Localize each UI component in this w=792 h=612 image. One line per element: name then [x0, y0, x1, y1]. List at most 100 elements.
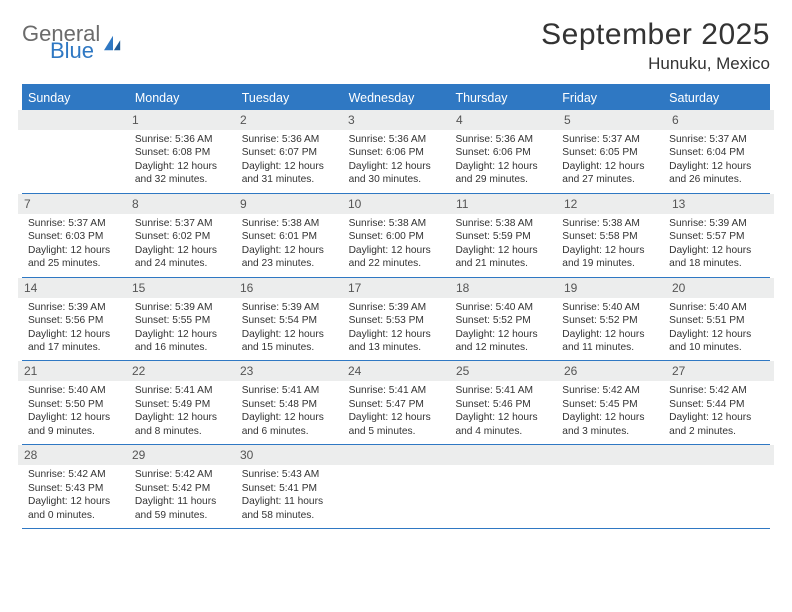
calendar-cell: Sunrise: 5:40 AMSunset: 5:52 PMDaylight:… [449, 301, 556, 361]
day-number-band: 78910111213 [18, 194, 774, 214]
day-detail-line: Sunrise: 5:37 AM [562, 133, 657, 146]
day-number: 3 [342, 110, 450, 130]
day-detail-line: Daylight: 12 hours and 10 minutes. [669, 328, 764, 355]
calendar-cell: Sunrise: 5:39 AMSunset: 5:54 PMDaylight:… [236, 301, 343, 361]
calendar-cell: Sunrise: 5:36 AMSunset: 6:08 PMDaylight:… [129, 133, 236, 193]
day-detail-line: Daylight: 12 hours and 3 minutes. [562, 411, 657, 438]
day-detail-line: Daylight: 12 hours and 32 minutes. [135, 160, 230, 187]
day-details: Sunrise: 5:41 AMSunset: 5:47 PMDaylight:… [347, 384, 446, 438]
day-number: 30 [234, 445, 342, 465]
day-number-band: 123456 [18, 110, 774, 130]
day-detail-line: Daylight: 12 hours and 17 minutes. [28, 328, 123, 355]
day-detail-line: Sunrise: 5:40 AM [669, 301, 764, 314]
day-details: Sunrise: 5:42 AMSunset: 5:43 PMDaylight:… [26, 468, 125, 522]
day-number: 27 [666, 361, 774, 381]
calendar-cell: Sunrise: 5:36 AMSunset: 6:06 PMDaylight:… [343, 133, 450, 193]
day-number: 10 [342, 194, 450, 214]
day-detail-line: Sunset: 5:46 PM [455, 398, 550, 411]
day-detail-line: Sunset: 6:01 PM [242, 230, 337, 243]
day-number: 14 [18, 278, 126, 298]
day-detail-line: Sunset: 6:00 PM [349, 230, 444, 243]
location: Hunuku, Mexico [541, 54, 770, 74]
day-detail-line: Sunrise: 5:38 AM [455, 217, 550, 230]
day-detail-line: Sunset: 5:59 PM [455, 230, 550, 243]
day-details: Sunrise: 5:40 AMSunset: 5:51 PMDaylight:… [667, 301, 766, 355]
day-number-band: 21222324252627 [18, 361, 774, 381]
day-details: Sunrise: 5:36 AMSunset: 6:06 PMDaylight:… [453, 133, 552, 187]
title-block: September 2025 Hunuku, Mexico [541, 18, 770, 74]
day-details: Sunrise: 5:41 AMSunset: 5:49 PMDaylight:… [133, 384, 232, 438]
logo: General Blue [22, 24, 124, 62]
day-detail-line: Sunset: 5:49 PM [135, 398, 230, 411]
calendar-cell: Sunrise: 5:42 AMSunset: 5:42 PMDaylight:… [129, 468, 236, 528]
day-detail-line: Daylight: 12 hours and 19 minutes. [562, 244, 657, 271]
day-details: Sunrise: 5:42 AMSunset: 5:45 PMDaylight:… [560, 384, 659, 438]
calendar-cell: Sunrise: 5:39 AMSunset: 5:56 PMDaylight:… [22, 301, 129, 361]
calendar-cell: Sunrise: 5:38 AMSunset: 6:01 PMDaylight:… [236, 217, 343, 277]
day-detail-line: Daylight: 11 hours and 58 minutes. [242, 495, 337, 522]
day-details: Sunrise: 5:39 AMSunset: 5:56 PMDaylight:… [26, 301, 125, 355]
day-number: 15 [126, 278, 234, 298]
day-details: Sunrise: 5:40 AMSunset: 5:52 PMDaylight:… [560, 301, 659, 355]
calendar-cell: Sunrise: 5:37 AMSunset: 6:04 PMDaylight:… [663, 133, 770, 193]
weekday-header: Thursday [449, 86, 556, 110]
day-number [558, 445, 666, 465]
day-detail-line: Sunrise: 5:39 AM [669, 217, 764, 230]
day-number: 18 [450, 278, 558, 298]
day-number: 9 [234, 194, 342, 214]
day-detail-line: Sunrise: 5:40 AM [28, 384, 123, 397]
calendar-week: 14151617181920Sunrise: 5:39 AMSunset: 5:… [22, 278, 770, 362]
calendar-cell: Sunrise: 5:42 AMSunset: 5:43 PMDaylight:… [22, 468, 129, 528]
day-detail-line: Sunrise: 5:42 AM [562, 384, 657, 397]
day-detail-line: Sunrise: 5:39 AM [242, 301, 337, 314]
weekday-header-row: SundayMondayTuesdayWednesdayThursdayFrid… [22, 86, 770, 110]
day-number: 16 [234, 278, 342, 298]
day-details: Sunrise: 5:36 AMSunset: 6:08 PMDaylight:… [133, 133, 232, 187]
day-detail-line: Sunrise: 5:38 AM [242, 217, 337, 230]
day-detail-line: Sunset: 5:48 PM [242, 398, 337, 411]
day-detail-line: Sunrise: 5:36 AM [135, 133, 230, 146]
day-detail-line: Sunrise: 5:38 AM [562, 217, 657, 230]
day-details: Sunrise: 5:41 AMSunset: 5:46 PMDaylight:… [453, 384, 552, 438]
day-detail-line: Sunrise: 5:37 AM [135, 217, 230, 230]
day-number: 25 [450, 361, 558, 381]
day-detail-line: Sunrise: 5:39 AM [349, 301, 444, 314]
day-detail-line: Daylight: 12 hours and 9 minutes. [28, 411, 123, 438]
day-number: 21 [18, 361, 126, 381]
day-number: 24 [342, 361, 450, 381]
day-detail-line: Daylight: 12 hours and 25 minutes. [28, 244, 123, 271]
calendar-week: 78910111213Sunrise: 5:37 AMSunset: 6:03 … [22, 194, 770, 278]
day-details: Sunrise: 5:41 AMSunset: 5:48 PMDaylight:… [240, 384, 339, 438]
logo-sail-icon [102, 34, 124, 52]
day-detail-line: Sunset: 5:45 PM [562, 398, 657, 411]
weekday-header: Wednesday [343, 86, 450, 110]
day-detail-line: Daylight: 12 hours and 18 minutes. [669, 244, 764, 271]
day-detail-line: Sunset: 6:02 PM [135, 230, 230, 243]
day-detail-line: Sunrise: 5:39 AM [28, 301, 123, 314]
day-details: Sunrise: 5:38 AMSunset: 6:01 PMDaylight:… [240, 217, 339, 271]
day-detail-line: Sunset: 5:52 PM [455, 314, 550, 327]
day-details: Sunrise: 5:39 AMSunset: 5:55 PMDaylight:… [133, 301, 232, 355]
day-detail-line: Sunset: 5:50 PM [28, 398, 123, 411]
day-detail-line: Sunrise: 5:36 AM [455, 133, 550, 146]
calendar-cell: Sunrise: 5:39 AMSunset: 5:57 PMDaylight:… [663, 217, 770, 277]
day-detail-line: Sunrise: 5:42 AM [669, 384, 764, 397]
day-detail-line: Daylight: 12 hours and 4 minutes. [455, 411, 550, 438]
day-number: 11 [450, 194, 558, 214]
day-detail-line: Daylight: 12 hours and 22 minutes. [349, 244, 444, 271]
day-details: Sunrise: 5:40 AMSunset: 5:50 PMDaylight:… [26, 384, 125, 438]
day-details: Sunrise: 5:37 AMSunset: 6:04 PMDaylight:… [667, 133, 766, 187]
day-detail-line: Sunrise: 5:40 AM [455, 301, 550, 314]
day-detail-line: Daylight: 12 hours and 24 minutes. [135, 244, 230, 271]
day-number: 22 [126, 361, 234, 381]
calendar-week: 282930Sunrise: 5:42 AMSunset: 5:43 PMDay… [22, 445, 770, 529]
day-detail-line: Daylight: 11 hours and 59 minutes. [135, 495, 230, 522]
day-detail-line: Sunset: 6:08 PM [135, 146, 230, 159]
day-detail-line: Daylight: 12 hours and 27 minutes. [562, 160, 657, 187]
calendar-cell: Sunrise: 5:36 AMSunset: 6:07 PMDaylight:… [236, 133, 343, 193]
day-number: 17 [342, 278, 450, 298]
day-detail-line: Sunrise: 5:39 AM [135, 301, 230, 314]
day-number: 12 [558, 194, 666, 214]
day-detail-line: Sunrise: 5:40 AM [562, 301, 657, 314]
day-details: Sunrise: 5:38 AMSunset: 6:00 PMDaylight:… [347, 217, 446, 271]
